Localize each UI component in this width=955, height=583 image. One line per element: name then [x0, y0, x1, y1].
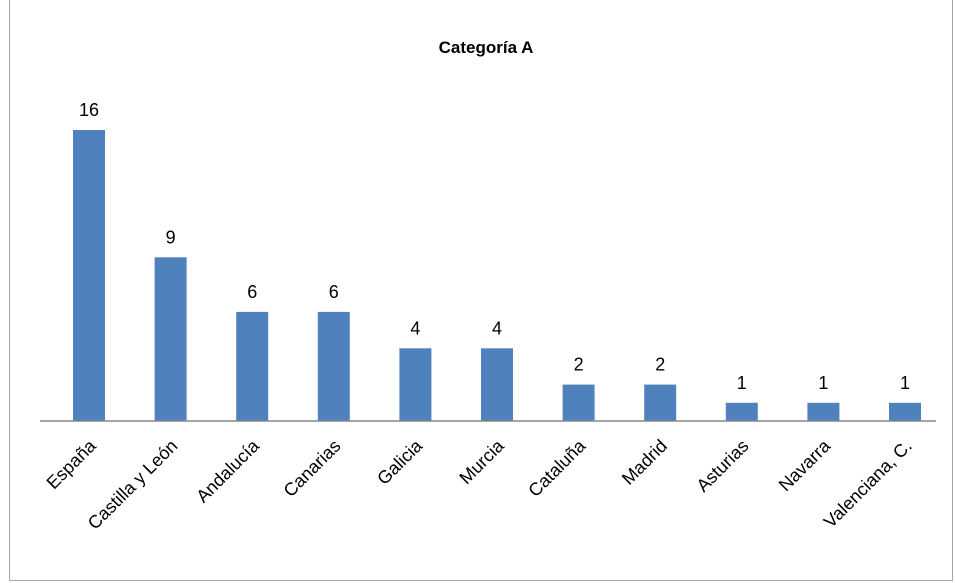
bar-1 [154, 257, 187, 421]
category-label-4: Galicia [373, 435, 427, 489]
category-label-9: Navarra [775, 435, 835, 495]
chart-title: Categoría A [439, 38, 534, 57]
data-label-0: 16 [79, 100, 99, 120]
category-label-6: Cataluña [524, 435, 590, 501]
category-label-3: Canarias [280, 436, 345, 501]
bar-8 [725, 402, 758, 421]
bar-5 [481, 348, 513, 422]
data-label-6: 2 [574, 355, 584, 375]
data-label-1: 9 [166, 227, 176, 247]
category-label-5: Murcia [455, 435, 508, 488]
bar-10 [889, 402, 921, 421]
category-label-10: Valenciana, C. [820, 436, 916, 532]
bar-9 [807, 402, 840, 421]
data-label-9: 1 [818, 373, 828, 393]
data-label-8: 1 [737, 373, 747, 393]
category-label-7: Madrid [618, 436, 671, 489]
data-label-3: 6 [329, 282, 339, 302]
data-label-10: 1 [900, 373, 910, 393]
data-label-4: 4 [410, 318, 420, 338]
category-label-8: Asturias [693, 436, 753, 496]
data-label-7: 2 [655, 355, 665, 375]
category-label-2: Andalucía [192, 435, 263, 506]
category-label-0: España [43, 435, 101, 493]
bar-4 [399, 348, 432, 422]
bar-6 [562, 384, 595, 421]
bar-3 [317, 311, 350, 421]
bar-2 [236, 311, 269, 421]
data-label-5: 4 [492, 318, 502, 338]
bar-0 [73, 130, 105, 421]
bar-7 [644, 384, 677, 421]
data-label-2: 6 [247, 282, 257, 302]
